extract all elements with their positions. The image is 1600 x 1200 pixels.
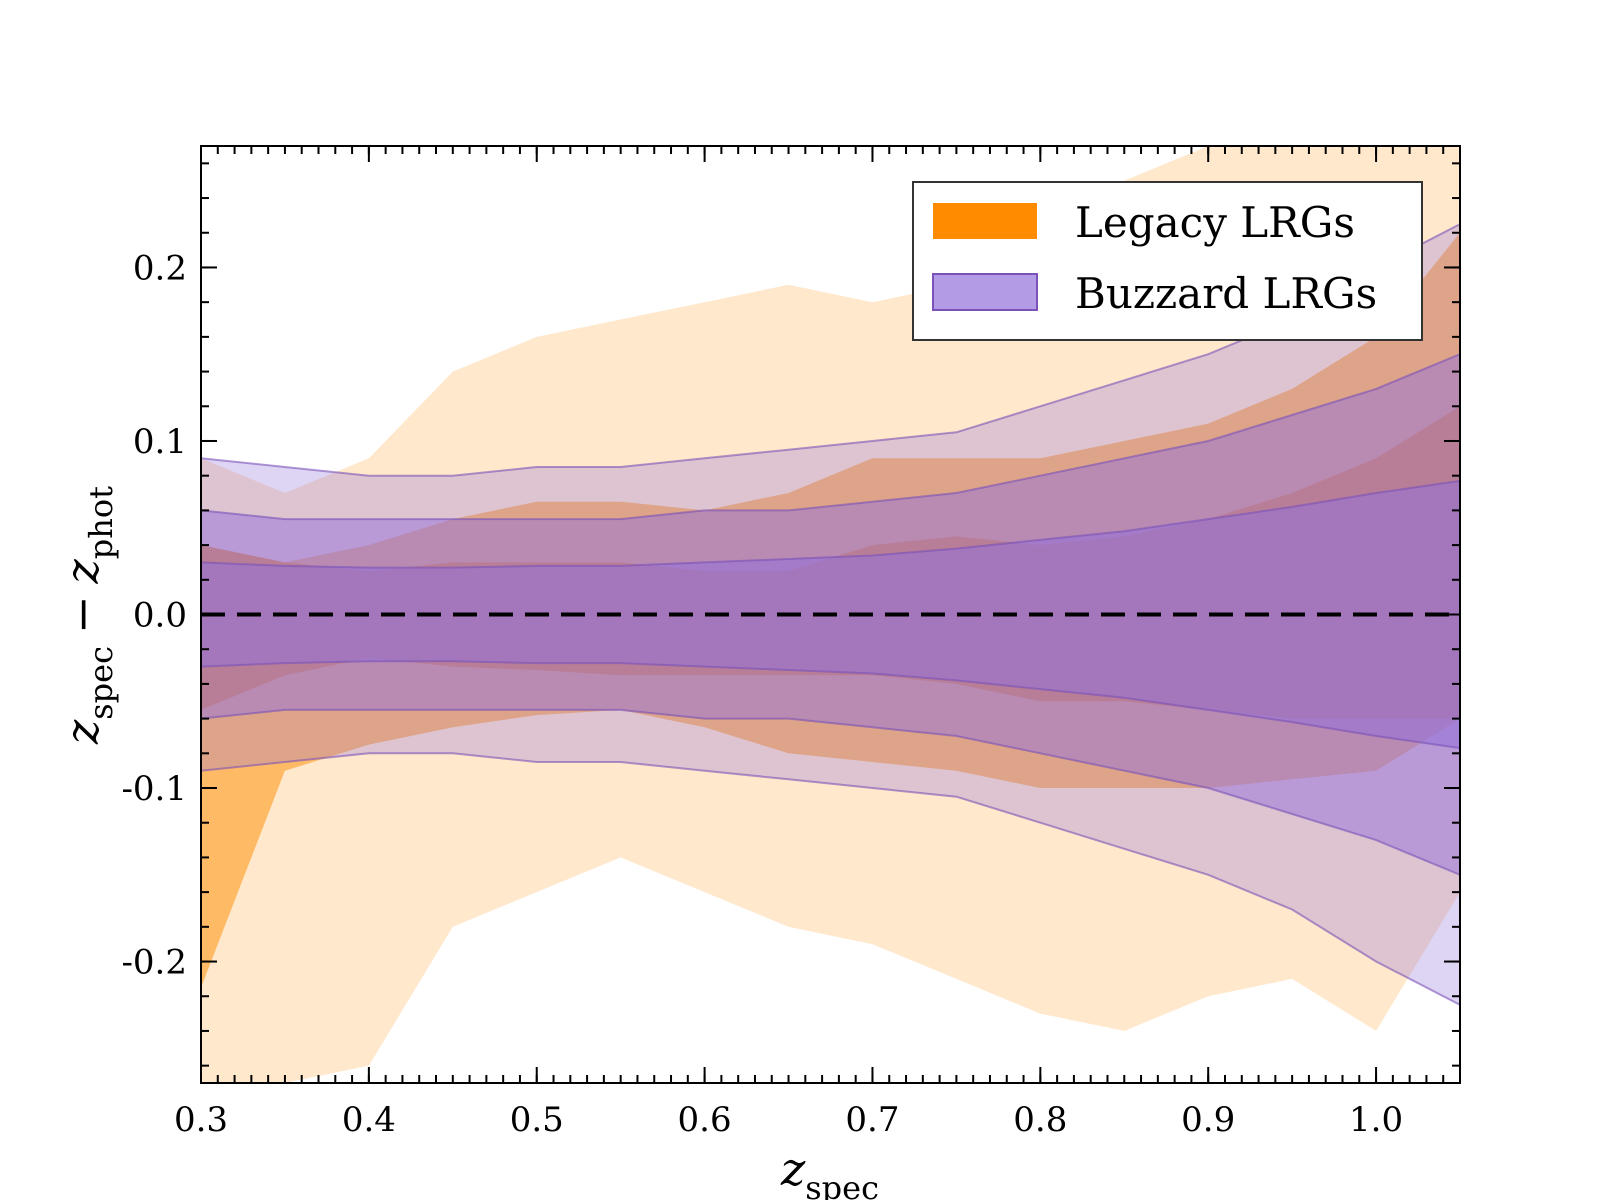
x-axis-label: zspec bbox=[780, 1142, 879, 1200]
axis-tick-labels: 0.3 0.4 0.5 0.6 0.7 0.8 0.9 1.0 0.2 0.1 0.0 -0.1 -0.… bbox=[121, 248, 1403, 1140]
x-axis-label-main: z bbox=[780, 1142, 806, 1196]
x-tick-label: 0.3 bbox=[174, 1100, 228, 1140]
y-tick-label: 0.1 bbox=[133, 422, 187, 462]
x-axis-label-sub: spec bbox=[805, 1169, 879, 1200]
x-tick-label: 0.4 bbox=[342, 1100, 396, 1140]
legend-label-legacy: Legacy LRGs bbox=[1075, 198, 1355, 247]
legend-label-buzzard: Buzzard LRGs bbox=[1075, 269, 1377, 318]
x-tick-label: 0.5 bbox=[510, 1100, 564, 1140]
x-tick-label: 0.8 bbox=[1013, 1100, 1067, 1140]
x-tick-label: 0.7 bbox=[845, 1100, 899, 1140]
legend: Legacy LRGs Buzzard LRGs bbox=[912, 181, 1423, 341]
y-axis-label: zspec−zphot bbox=[55, 486, 120, 745]
x-tick-label: 0.9 bbox=[1181, 1100, 1235, 1140]
y-axis-label-sub1: spec bbox=[82, 646, 120, 720]
y-axis-label-z1: z bbox=[55, 719, 109, 745]
y-tick-label: -0.1 bbox=[121, 769, 187, 809]
y-tick-label: -0.2 bbox=[121, 943, 187, 983]
y-axis-label-op: − bbox=[55, 595, 109, 634]
y-tick-label: 0.2 bbox=[133, 248, 187, 288]
x-tick-label: 0.6 bbox=[678, 1100, 732, 1140]
axis-ticks bbox=[200, 146, 1461, 1083]
y-tick-label: 0.0 bbox=[133, 596, 187, 636]
y-axis-label-z2: z bbox=[55, 558, 109, 584]
legend-swatch-legacy bbox=[933, 203, 1037, 239]
legend-swatch-buzzard bbox=[932, 273, 1038, 311]
y-axis-label-sub2: phot bbox=[82, 486, 120, 559]
x-tick-label: 1.0 bbox=[1349, 1100, 1403, 1140]
